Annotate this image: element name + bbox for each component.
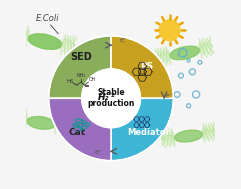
Text: Mediator: Mediator: [127, 128, 170, 137]
Text: Cat: Cat: [68, 128, 86, 137]
Text: PS: PS: [141, 62, 154, 71]
Text: H₂: H₂: [98, 93, 110, 102]
Ellipse shape: [27, 116, 55, 129]
Text: OH: OH: [89, 77, 96, 82]
Circle shape: [159, 20, 180, 41]
Wedge shape: [49, 36, 111, 98]
Text: E.Coli: E.Coli: [35, 14, 59, 23]
Text: NH₂: NH₂: [76, 73, 86, 78]
Text: e⁻: e⁻: [95, 149, 103, 155]
Wedge shape: [111, 98, 174, 161]
Text: SED: SED: [70, 52, 92, 62]
Ellipse shape: [174, 130, 203, 142]
Text: e⁻: e⁻: [164, 93, 172, 99]
Text: e⁻: e⁻: [119, 37, 127, 43]
Wedge shape: [111, 36, 174, 98]
Wedge shape: [49, 98, 111, 161]
Circle shape: [82, 69, 140, 128]
Ellipse shape: [170, 46, 200, 60]
Text: production: production: [87, 99, 135, 108]
Text: 2: 2: [110, 93, 114, 98]
Text: Stable: Stable: [97, 88, 125, 97]
Ellipse shape: [28, 34, 62, 49]
Text: HS: HS: [67, 79, 74, 84]
